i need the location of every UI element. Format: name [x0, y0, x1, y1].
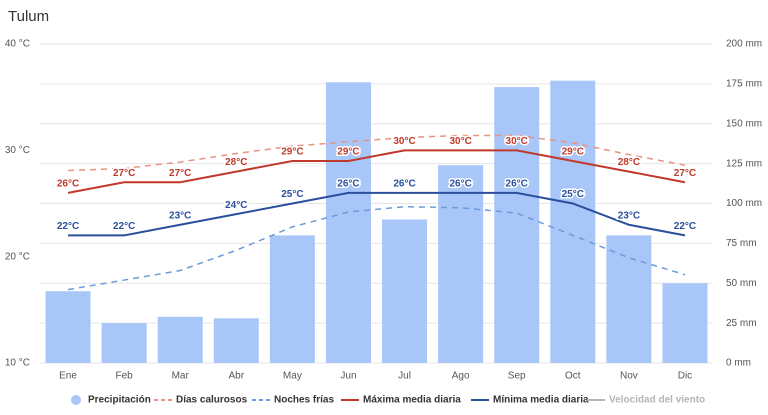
y2-tick-label: 200 mm [726, 39, 762, 50]
y2-tick-label: 175 mm [726, 79, 762, 90]
data-label: 28°C [225, 157, 247, 168]
x-tick-label: Sep [508, 371, 526, 382]
x-tick-label: Abr [229, 371, 245, 382]
data-label: 22°C [113, 221, 135, 232]
data-label: 30°C [393, 136, 415, 147]
bar [494, 87, 540, 363]
dashed-line [68, 134, 686, 172]
bar [45, 291, 91, 363]
legend-label: Días calurosos [176, 395, 248, 406]
data-label: 27°C [169, 168, 191, 179]
legend-swatch [71, 395, 81, 405]
y2-tick-label: 125 mm [726, 158, 762, 169]
data-label: 30°C [506, 136, 528, 147]
y2-tick-label: 100 mm [726, 198, 762, 209]
bar [382, 219, 428, 363]
grid [40, 43, 713, 364]
data-label: 26°C [57, 179, 79, 190]
bar [438, 165, 484, 363]
bar [101, 323, 147, 363]
legend-label: Velocidad del viento [609, 395, 705, 406]
data-label: 29°C [562, 147, 584, 158]
x-tick-label: Jul [398, 371, 411, 382]
line [67, 149, 686, 194]
data-label: 26°C [449, 179, 471, 190]
chart-title: Tulum [8, 8, 49, 25]
data-label: 26°C [337, 179, 359, 190]
y2-tick-label: 150 mm [726, 118, 762, 129]
data-label: 25°C [281, 189, 303, 200]
legend-label: Mínima media diaria [493, 395, 589, 406]
legend-label: Máxima media diaria [363, 395, 461, 406]
bar [550, 80, 596, 363]
x-tick-label: Mar [172, 371, 190, 382]
data-label: 22°C [57, 221, 79, 232]
data-label: 26°C [506, 179, 528, 190]
y2-tick-label: 25 mm [726, 318, 757, 329]
x-tick-label: Feb [116, 371, 134, 382]
data-label: 25°C [562, 189, 584, 200]
x-tick-label: Ene [59, 371, 77, 382]
legend-label: Precipitación [88, 395, 151, 406]
data-label: 29°C [281, 147, 303, 158]
x-tick-label: Jun [340, 371, 356, 382]
bar [213, 318, 259, 363]
x-tick-label: Oct [565, 371, 581, 382]
y2-tick-label: 50 mm [726, 278, 757, 289]
x-tick-label: Ago [452, 371, 470, 382]
x-tick-label: May [283, 371, 302, 382]
bar [157, 316, 203, 363]
data-label: 28°C [618, 157, 640, 168]
data-label: 27°C [113, 168, 135, 179]
data-label: 22°C [674, 221, 696, 232]
y2-tick-label: 75 mm [726, 238, 757, 249]
data-label: 29°C [337, 147, 359, 158]
legend-label: Noches frías [274, 395, 334, 406]
data-label: 26°C [393, 179, 415, 190]
data-label: 30°C [449, 136, 471, 147]
bar [662, 283, 708, 363]
x-tick-label: Dic [678, 371, 692, 382]
bar [606, 235, 652, 363]
y-tick-label: 40 °C [5, 39, 30, 50]
data-label: 23°C [618, 210, 640, 221]
bar [269, 235, 315, 363]
y-tick-label: 20 °C [5, 251, 30, 262]
line [68, 191, 686, 237]
data-label: 27°C [674, 168, 696, 179]
dashed-line [67, 205, 686, 291]
x-tick-label: Nov [620, 371, 638, 382]
data-label: 24°C [225, 200, 247, 211]
y-tick-label: 10 °C [5, 358, 30, 369]
y2-tick-label: 0 mm [726, 358, 751, 369]
bar [325, 82, 371, 363]
data-label: 23°C [169, 210, 191, 221]
y-tick-label: 30 °C [5, 145, 30, 156]
